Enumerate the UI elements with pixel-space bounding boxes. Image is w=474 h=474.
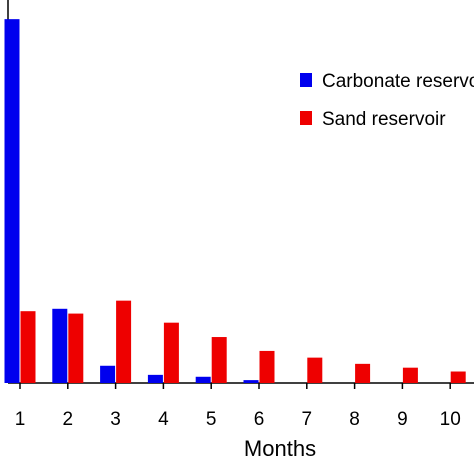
legend-swatch [300,111,312,125]
x-tick-label: 2 [63,409,74,430]
x-tick-label: 10 [440,409,461,430]
x-axis-ticks: 1 2 3 4 5 6 7 8 9 10 [15,383,461,430]
x-tick-label: 4 [158,409,169,430]
bar-sand [68,313,84,383]
legend-label: Carbonate reservoir [322,71,474,92]
x-tick-label: 8 [349,409,360,430]
bar-carbonate [100,365,116,383]
bar-sand [20,311,36,383]
plot-area: 1 2 3 4 5 6 7 8 9 10 [4,0,474,430]
x-tick-label: 6 [254,409,265,430]
x-axis-title: Months [244,436,316,461]
x-tick-label: 5 [206,409,217,430]
bar-sand [307,357,323,383]
bar-sand [259,350,275,383]
x-tick-label: 9 [397,409,408,430]
bar-carbonate [243,380,259,383]
bar-sand [116,300,132,383]
bar-carbonate [4,19,20,384]
bar-sand [355,363,371,383]
legend-label: Sand reservoir [322,109,446,130]
bars [4,19,466,384]
x-tick-label: 7 [302,409,313,430]
bar-sand [163,322,179,383]
bar-carbonate [52,308,68,383]
bar-sand [211,337,227,383]
legend-swatch [300,73,312,87]
bar-sand [450,371,466,383]
x-tick-label: 1 [15,409,26,430]
bar-sand [402,367,418,383]
x-tick-label: 3 [110,409,121,430]
legend: Carbonate reservoir Sand reservoir [300,71,474,130]
bar-carbonate [195,376,211,383]
bar-carbonate [147,374,163,383]
